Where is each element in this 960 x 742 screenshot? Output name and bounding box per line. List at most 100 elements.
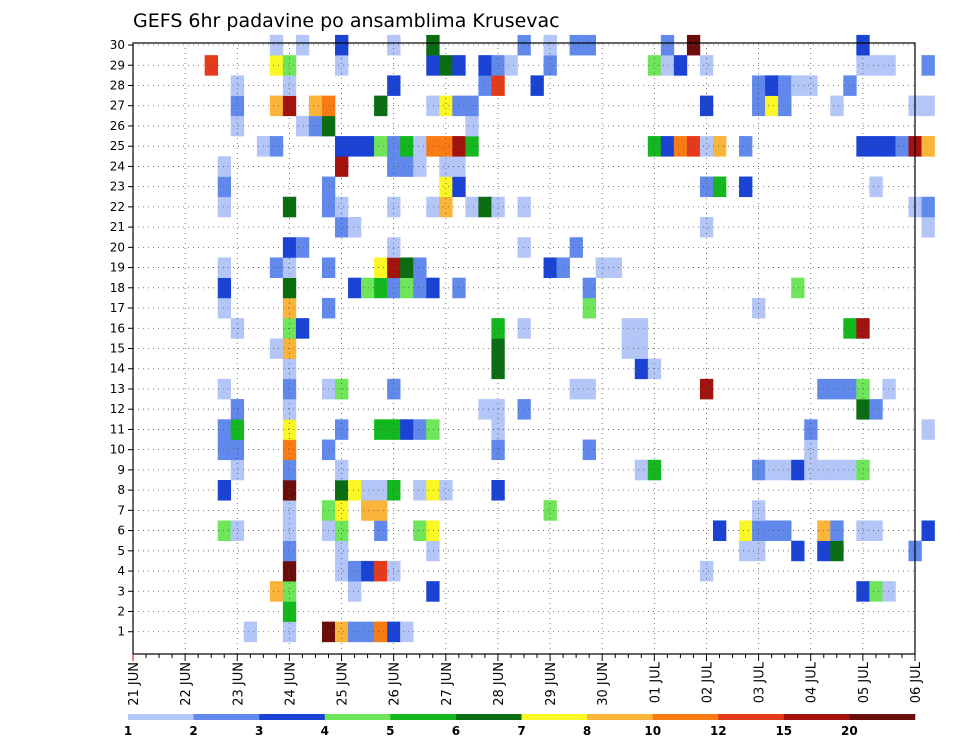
colorbar-label: 8 bbox=[583, 724, 591, 738]
heatmap-cell bbox=[217, 419, 232, 440]
heatmap-cell bbox=[269, 136, 284, 157]
heatmap-cell bbox=[739, 136, 753, 157]
y-tick-label: 24 bbox=[110, 159, 125, 173]
heatmap-cell bbox=[660, 34, 675, 56]
y-tick-label: 11 bbox=[110, 422, 125, 436]
heatmap-cell bbox=[295, 34, 310, 56]
y-tick-label: 20 bbox=[110, 240, 125, 254]
heatmap-cell bbox=[765, 520, 779, 541]
heatmap-cell bbox=[712, 176, 727, 198]
y-tick-label: 28 bbox=[110, 78, 125, 92]
heatmap-cell bbox=[269, 34, 284, 56]
heatmap-cell bbox=[634, 358, 649, 380]
heatmap-cell bbox=[282, 439, 297, 461]
heatmap-cell bbox=[348, 216, 362, 238]
y-tick-label: 6 bbox=[117, 524, 125, 538]
y-tick-label: 22 bbox=[110, 200, 125, 214]
heatmap-cell bbox=[517, 237, 531, 258]
heatmap-cell bbox=[660, 136, 675, 157]
heatmap-cell bbox=[582, 277, 596, 299]
heatmap-cell bbox=[465, 196, 479, 218]
heatmap-cell bbox=[869, 399, 883, 420]
heatmap-cell bbox=[413, 136, 427, 157]
heatmap-cell bbox=[335, 34, 349, 56]
heatmap-cell bbox=[374, 136, 388, 157]
y-tick-label: 29 bbox=[110, 58, 125, 72]
heatmap-cell bbox=[712, 136, 727, 157]
cells-layer bbox=[204, 34, 935, 643]
heatmap-cell bbox=[400, 621, 414, 643]
heatmap-cell bbox=[335, 540, 349, 562]
heatmap-cell bbox=[739, 540, 753, 562]
heatmap-cell bbox=[335, 378, 349, 400]
heatmap-cell bbox=[348, 480, 362, 501]
heatmap-cell bbox=[530, 75, 544, 96]
heatmap-cell bbox=[765, 95, 779, 117]
heatmap-cell bbox=[374, 95, 388, 117]
heatmap-cell bbox=[699, 216, 714, 238]
heatmap-cell bbox=[230, 399, 245, 420]
heatmap-cell bbox=[804, 75, 818, 96]
heatmap-cell bbox=[634, 459, 649, 481]
heatmap-cell bbox=[282, 621, 297, 643]
heatmap-cell bbox=[439, 176, 453, 198]
colorbar-swatch bbox=[128, 714, 194, 720]
heatmap-cell bbox=[426, 136, 440, 157]
heatmap-cell bbox=[217, 439, 232, 461]
heatmap-cell bbox=[335, 196, 349, 218]
heatmap-cell bbox=[335, 55, 349, 76]
heatmap-cell bbox=[543, 34, 557, 56]
y-tick-label: 17 bbox=[110, 301, 125, 315]
colorbar-swatch bbox=[521, 714, 588, 720]
heatmap-cell bbox=[282, 277, 297, 299]
heatmap-cell bbox=[569, 378, 583, 400]
heatmap-cell bbox=[282, 257, 297, 278]
heatmap-cell bbox=[699, 95, 714, 117]
heatmap-cell bbox=[426, 277, 440, 299]
heatmap-cell bbox=[843, 75, 857, 96]
heatmap-cell bbox=[348, 560, 362, 582]
heatmap-cell bbox=[217, 176, 232, 198]
heatmap-cell bbox=[282, 581, 297, 602]
heatmap-cell bbox=[295, 115, 310, 137]
heatmap-cell bbox=[673, 55, 688, 76]
heatmap-cell bbox=[230, 520, 245, 541]
y-tick-label: 15 bbox=[110, 342, 125, 356]
heatmap-cell bbox=[230, 95, 245, 117]
colorbar: 1 2 3 4 5 6 7 8 10 12 15 20 bbox=[124, 714, 916, 738]
heatmap-cell bbox=[426, 480, 440, 501]
heatmap-cell bbox=[439, 136, 453, 157]
y-tick-label: 7 bbox=[117, 503, 125, 517]
x-tick-label: 23 JUN bbox=[231, 662, 246, 706]
heatmap-cell bbox=[335, 560, 349, 582]
heatmap-cell bbox=[895, 136, 909, 157]
heatmap-cell bbox=[217, 378, 232, 400]
heatmap-cell bbox=[374, 560, 388, 582]
heatmap-cell bbox=[765, 75, 779, 96]
heatmap-cell bbox=[348, 136, 362, 157]
y-tick-label: 16 bbox=[110, 321, 125, 335]
y-tick-label: 3 bbox=[117, 584, 125, 598]
heatmap-cell bbox=[791, 277, 805, 299]
heatmap-cell bbox=[217, 277, 232, 299]
heatmap-cell bbox=[269, 55, 284, 76]
heatmap-cell bbox=[660, 55, 675, 76]
heatmap-cell bbox=[569, 34, 583, 56]
heatmap-cell bbox=[804, 439, 818, 461]
heatmap-cell bbox=[400, 277, 414, 299]
y-tick-label: 30 bbox=[110, 38, 125, 52]
heatmap-cell bbox=[230, 459, 245, 481]
x-tick-label: 25 JUN bbox=[336, 662, 351, 706]
heatmap-cell bbox=[335, 520, 349, 541]
heatmap-cell bbox=[921, 95, 935, 117]
heatmap-cell bbox=[921, 196, 935, 218]
colorbar-label: 1 bbox=[124, 724, 132, 738]
heatmap-cell bbox=[269, 257, 284, 278]
heatmap-cell bbox=[400, 257, 414, 278]
colorbar-swatch bbox=[783, 714, 850, 720]
heatmap-cell bbox=[699, 55, 714, 76]
heatmap-cell bbox=[478, 399, 492, 420]
heatmap-cell bbox=[282, 520, 297, 541]
y-tick-label: 12 bbox=[110, 402, 125, 416]
heatmap-cell bbox=[413, 480, 427, 501]
